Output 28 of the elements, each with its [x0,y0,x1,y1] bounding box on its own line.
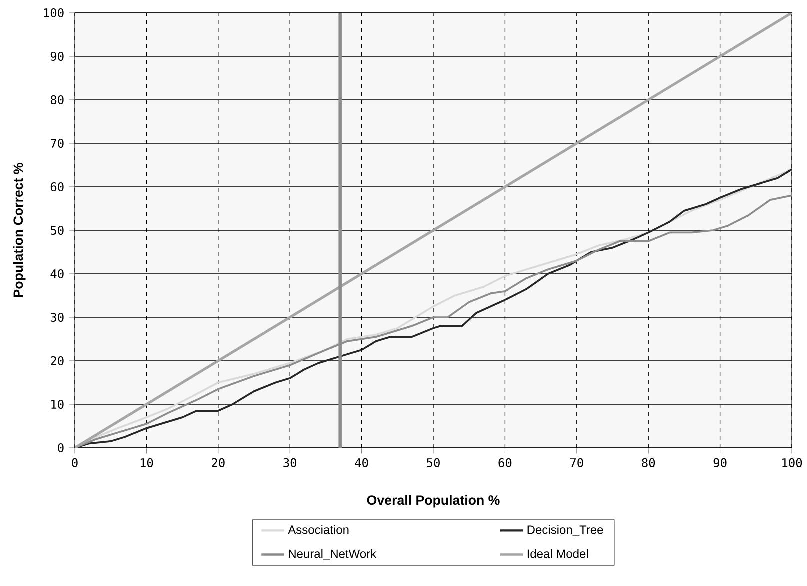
y-axis-title: Population Correct % [13,163,26,298]
y-tick-label: 40 [50,269,64,279]
x-tick-label: 0 [72,458,78,468]
legend-label: Decision_Tree [528,525,604,536]
y-tick-label: 30 [50,312,64,322]
y-tick-label: 70 [50,138,64,148]
y-tick-label: 0 [58,443,64,453]
legend-label: Association [288,525,349,534]
x-tick-label: 20 [212,458,225,468]
x-axis-title: Overall Population % [367,495,500,508]
legend-label: Ideal Model [528,549,588,558]
y-tick-label: 60 [50,182,64,192]
x-tick-label: 70 [570,458,584,468]
x-tick-label: 90 [714,458,727,468]
x-tick-label: 60 [498,458,512,468]
y-tick-label: 20 [51,356,64,366]
x-tick-label: 30 [284,458,297,468]
y-tick-label: 10 [52,400,64,410]
y-tick-label: 100 [44,8,64,18]
legend-label: Neural_NetWork [289,549,377,560]
y-tick-label: 80 [50,95,64,105]
y-tick-label: 50 [50,226,64,236]
x-tick-label: 10 [140,458,154,468]
x-tick-label: 80 [642,458,656,468]
x-tick-label: 50 [427,458,440,468]
y-tick-label: 90 [50,52,64,62]
x-tick-label: 100 [782,458,802,468]
x-tick-label: 40 [355,458,368,468]
